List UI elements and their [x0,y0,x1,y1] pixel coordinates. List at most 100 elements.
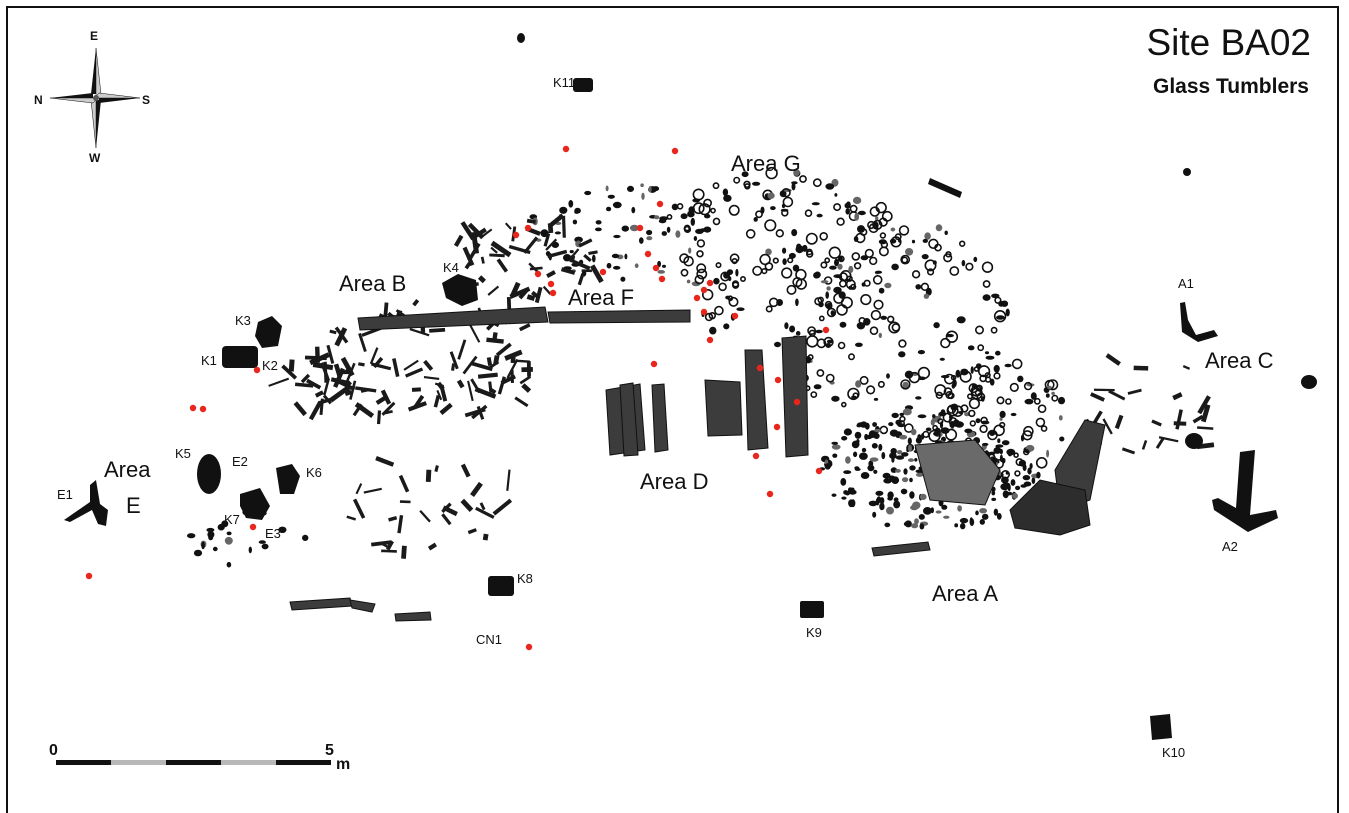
glass-ring-mark [764,262,774,271]
shard-mark [577,273,585,286]
find-marker-dot [644,250,652,258]
fragment-mark [770,206,776,211]
glass-ring-mark [853,262,862,270]
shard-mark [1197,426,1214,430]
fragment-mark [861,447,867,453]
glass-ring-mark [692,188,705,201]
shard-mark [477,275,486,284]
fragment-mark [793,169,800,176]
shard-mark [293,401,307,417]
glass-ring-mark [696,268,708,280]
shard-mark [360,388,371,393]
glass-ring-mark [974,325,984,335]
fragment-mark [605,185,609,192]
fragment-mark [908,444,912,452]
fragment-mark [960,522,966,530]
fragment-mark [631,206,636,214]
shard-mark [369,347,379,365]
fragment-mark [831,493,837,497]
fragment-mark [993,508,999,516]
fragment-mark [226,531,232,536]
fragment-mark [853,451,858,458]
find-marker-dot [85,572,93,580]
shard-mark [1182,365,1191,370]
find-marker-dot [656,200,664,208]
fragment-mark [912,501,921,510]
fragment-mark [891,412,899,419]
shard-mark [460,463,471,478]
shard-mark [1155,437,1165,449]
glass-ring-mark [858,317,866,325]
shard-mark [1197,395,1211,415]
shard-mark [425,469,432,483]
glass-ring-mark [969,420,976,427]
shard-mark [506,358,519,379]
fragment-mark [922,238,928,243]
fragment-mark [873,397,879,401]
fragment-mark [224,536,233,545]
shard-mark [300,373,311,384]
fragment-mark [661,231,667,236]
feature-labels: K11 K4 K3 K1 K2 K5 E2 K6 E1 K7 E3 K8 CN1… [57,75,1238,760]
glass-ring-mark [752,265,763,276]
shard-mark [397,514,404,534]
glass-ring-mark [806,248,813,256]
glass-ring-mark [837,255,845,263]
fragment-mark [741,171,749,178]
feature-e3-label: E3 [265,526,281,541]
shard-mark [376,410,382,425]
fragment-mark [918,376,926,381]
find-marker-dot [671,147,679,155]
fragment-mark [584,190,592,196]
shard-mark [545,238,558,251]
shard-mark [1121,447,1136,455]
area-d-label: Area D [640,469,708,494]
fragment-mark [991,497,997,501]
glass-ring-mark [920,282,930,291]
shard-mark [462,355,478,375]
area-a-cluster [914,439,1091,536]
fragment-mark [832,453,838,458]
fragment-mark [856,422,866,427]
fragment-mark [839,321,847,328]
glass-ring-mark [698,203,711,216]
fragment-mark [994,446,1000,454]
shard-mark [268,377,290,387]
glass-ring-mark [868,223,879,234]
fragment-mark [981,420,990,425]
glass-ring-mark [731,258,738,265]
fragment-mark [991,490,996,496]
glass-ring-mark [891,323,901,332]
glass-ring-mark [666,213,673,220]
shard-mark [590,264,604,284]
shard-mark [457,339,467,360]
glass-ring-mark [1022,448,1030,456]
fragment-mark [554,231,562,235]
fragment-mark [886,373,890,379]
glass-ring-mark [999,421,1006,429]
fragment-mark [957,505,962,512]
fragment-mark [568,200,574,208]
fragment-mark [903,468,908,475]
fragment-mark [845,456,851,464]
glass-ring-mark [1047,379,1059,391]
fragment-mark [943,515,950,519]
fragment-mark [652,186,660,192]
glass-ring-mark [937,418,944,425]
glass-ring-mark [934,243,942,252]
fragment-mark [899,434,908,440]
fragment-mark [996,315,1005,320]
fragment-mark [1017,375,1024,383]
glass-ring-mark [968,383,979,394]
glass-ring-mark [901,256,909,264]
shard-mark [504,222,512,230]
find-marker-dot [599,268,607,276]
glass-ring-mark [898,225,910,236]
shard-mark [419,509,431,523]
fragment-mark [825,302,833,310]
fragment-mark [890,227,896,232]
shard-mark [1173,421,1187,426]
shard-mark [490,246,498,254]
fragment-mark [654,215,660,220]
fragment-mark [261,543,269,550]
